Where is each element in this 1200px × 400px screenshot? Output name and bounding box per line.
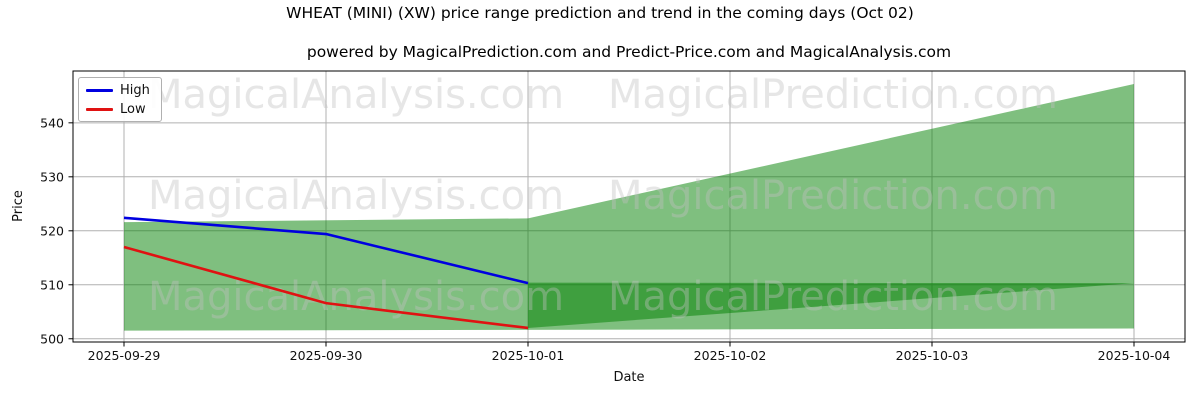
legend-label-low: Low [120,101,146,117]
watermark-analysis: MagicalAnalysis.com [148,72,564,118]
y-tick-label: 540 [40,115,64,130]
axes-frame [72,70,1186,343]
y-axis-label: Price [11,190,26,222]
y-tick-label: 530 [40,169,64,184]
x-tick-label: 2025-10-03 [896,348,969,363]
legend-item-low: Low [86,101,153,117]
watermark-prediction: MagicalPrediction.com [608,72,1058,118]
x-tick-label: 2025-09-30 [290,348,363,363]
watermark-analysis: MagicalAnalysis.com [148,173,564,219]
legend: High Low [78,77,162,122]
x-axis-label: Date [613,370,644,385]
legend-label-high: High [120,82,150,98]
high-line-swatch [86,88,113,92]
series-line-low [123,245,529,330]
legend-item-high: High [86,82,153,98]
chart-subtitle: powered by MagicalPrediction.com and Pre… [306,43,952,61]
x-tick-label: 2025-09-29 [88,348,161,363]
watermark-prediction: MagicalPrediction.com [608,173,1058,219]
series-line-high [123,216,529,285]
prediction-range-band [124,83,1134,331]
chart-title: WHEAT (MINI) (XW) price range prediction… [286,4,914,22]
y-tick-label: 520 [40,223,64,238]
x-tick-label: 2025-10-02 [694,348,767,363]
low-line-swatch [86,107,113,111]
overlap-wedge-band [528,282,1134,328]
watermark-prediction: MagicalPrediction.com [608,274,1058,320]
y-tick-label: 510 [40,277,64,292]
x-tick-label: 2025-10-04 [1098,348,1171,363]
x-tick-label: 2025-10-01 [492,348,565,363]
watermark-analysis: MagicalAnalysis.com [148,274,564,320]
y-tick-label: 500 [40,331,64,346]
